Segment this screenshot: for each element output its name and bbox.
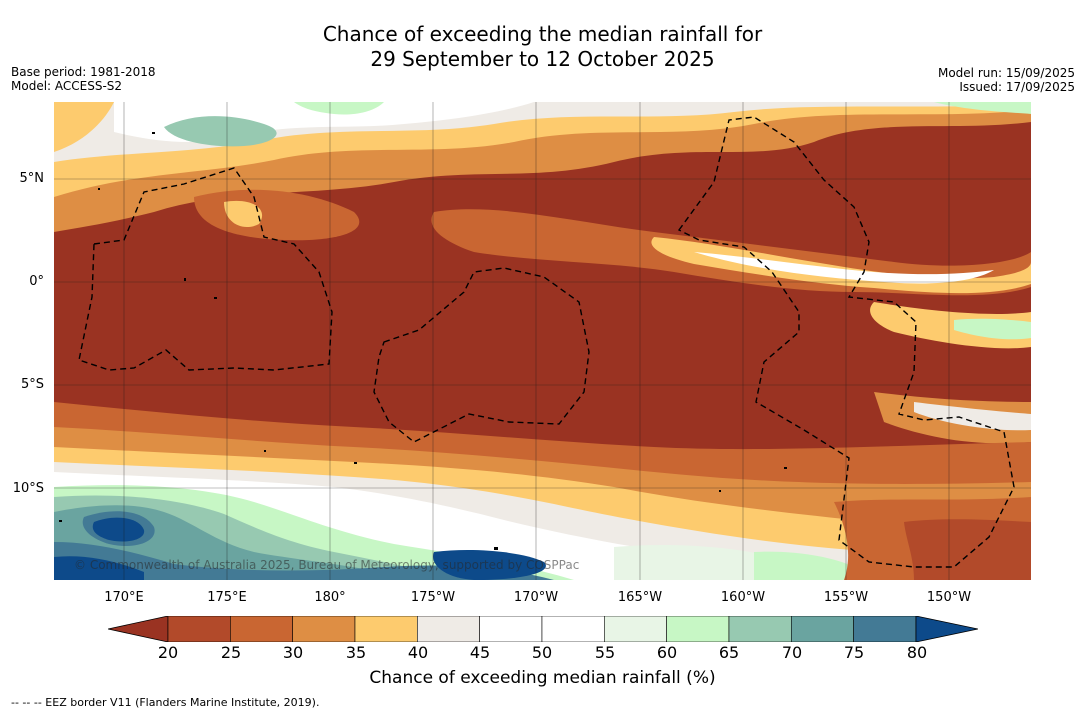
- colorbar-segment: [728, 616, 792, 642]
- colorbar-tick: 45: [469, 643, 491, 662]
- colorbar-tick: 75: [843, 643, 865, 662]
- model-name: Model: ACCESS-S2: [11, 79, 123, 93]
- colorbar-extend-high: [915, 616, 978, 642]
- lon-label-180: 180°: [314, 590, 346, 605]
- eez-borders: [78, 116, 1015, 568]
- colorbar-tick: 60: [656, 643, 678, 662]
- colorbar-tick: 50: [531, 643, 553, 662]
- lon-label-150w: 150°W: [926, 590, 972, 605]
- map-field: [54, 102, 1031, 580]
- colorbar-segment: [417, 616, 480, 642]
- colorbar-label: Chance of exceeding median rainfall (%): [369, 668, 716, 688]
- lat-label-0: 0°: [29, 274, 44, 289]
- colorbar-segment: [479, 616, 543, 642]
- colorbar-tick: 80: [906, 643, 928, 662]
- lat-label-10s: 10°S: [12, 481, 44, 496]
- meta-right: Model run: 15/09/2025 Issued: 17/09/2025: [938, 66, 1075, 94]
- copyright-notice: © Commonwealth of Australia 2025, Bureau…: [74, 558, 580, 572]
- colorbar-tick: 65: [718, 643, 740, 662]
- colorbar-tick: 25: [220, 643, 242, 662]
- field-band-35-mid1: [224, 200, 263, 228]
- colorbar-tick: 55: [594, 643, 616, 662]
- colorbar-tick: 30: [282, 643, 304, 662]
- field-band-20-se: [904, 519, 1031, 580]
- title-line-1: Chance of exceeding the median rainfall …: [322, 22, 763, 46]
- lon-label-160w: 160°W: [720, 590, 766, 605]
- title-line-2: 29 September to 12 October 2025: [370, 47, 715, 71]
- colorbar-tick: 70: [781, 643, 803, 662]
- islands: [59, 132, 787, 550]
- lon-label-175e: 175°E: [207, 590, 247, 605]
- colorbar-segment: [790, 616, 854, 642]
- field-band-80-south2: [433, 550, 546, 580]
- colorbar-segment: [541, 616, 605, 642]
- field-band-40-east2: [914, 402, 1031, 431]
- model-run: Model run: 15/09/2025: [937, 66, 1075, 80]
- lon-label-170e: 170°E: [104, 590, 144, 605]
- rainfall-map: © Commonwealth of Australia 2025, Bureau…: [54, 102, 1031, 580]
- issued-date: Issued: 17/09/2025: [959, 80, 1075, 94]
- colorbar-tick: 35: [345, 643, 367, 662]
- colorbar-segment: [230, 616, 293, 642]
- field-band-50-mid2: [694, 252, 994, 284]
- field-band-75-south2: [54, 542, 554, 580]
- field-band-60-south2: [754, 551, 854, 580]
- colorbar-segment: [666, 616, 730, 642]
- colorbar-segment: [853, 616, 917, 642]
- colorbar: [108, 616, 978, 642]
- map-title: Chance of exceeding the median rainfall …: [0, 22, 1085, 72]
- colorbar-segment: [167, 616, 231, 642]
- lon-label-155w: 155°W: [823, 590, 869, 605]
- lon-label-170w: 170°W: [513, 590, 559, 605]
- lon-label-175w: 175°W: [410, 590, 456, 605]
- field-band-60-ne: [934, 102, 1031, 114]
- field-band-60-east: [954, 318, 1031, 340]
- meta-left: Base period: 1981-2018 Model: ACCESS-S2: [11, 65, 156, 93]
- field-band-60-north: [294, 102, 384, 115]
- colorbar-tick: 20: [157, 643, 179, 662]
- field-band-80-south3: [54, 556, 144, 580]
- field-band-35-nw: [54, 102, 114, 152]
- lat-label-5n: 5°N: [19, 171, 45, 186]
- graticule: [54, 102, 1031, 580]
- field-band-80-south1: [92, 517, 145, 542]
- colorbar-tick: 40: [407, 643, 429, 662]
- colorbar-segment: [354, 616, 418, 642]
- lon-label-165w: 165°W: [617, 590, 663, 605]
- eez-footnote: -- -- -- EEZ border V11 (Flanders Marine…: [11, 696, 320, 709]
- lat-label-5s: 5°S: [20, 377, 44, 392]
- base-period: Base period: 1981-2018: [11, 65, 156, 79]
- field-band-65-north: [164, 116, 277, 147]
- colorbar-segment: [292, 616, 356, 642]
- colorbar-segment: [604, 616, 667, 642]
- colorbar-extend-low: [108, 616, 169, 642]
